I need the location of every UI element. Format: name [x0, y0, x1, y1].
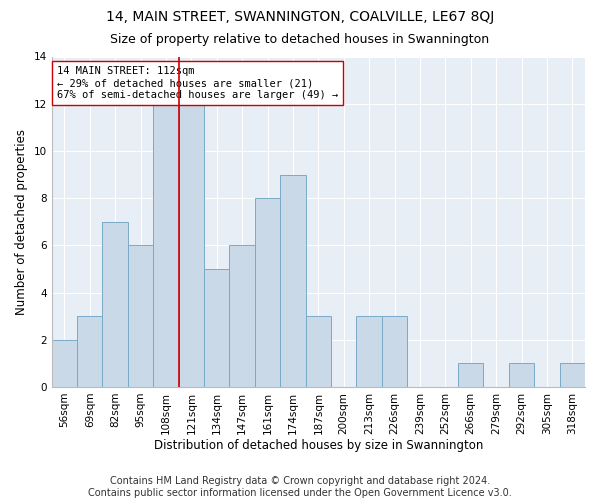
Text: 14 MAIN STREET: 112sqm
← 29% of detached houses are smaller (21)
67% of semi-det: 14 MAIN STREET: 112sqm ← 29% of detached…	[57, 66, 338, 100]
Text: Size of property relative to detached houses in Swannington: Size of property relative to detached ho…	[110, 32, 490, 46]
Bar	[77, 316, 103, 387]
Text: Contains HM Land Registry data © Crown copyright and database right 2024.
Contai: Contains HM Land Registry data © Crown c…	[88, 476, 512, 498]
Bar	[229, 246, 255, 387]
Bar	[255, 198, 280, 387]
Text: 14, MAIN STREET, SWANNINGTON, COALVILLE, LE67 8QJ: 14, MAIN STREET, SWANNINGTON, COALVILLE,…	[106, 10, 494, 24]
Y-axis label: Number of detached properties: Number of detached properties	[15, 128, 28, 314]
Bar	[103, 222, 128, 387]
Bar	[204, 269, 229, 387]
Bar	[356, 316, 382, 387]
Bar	[52, 340, 77, 387]
Bar	[560, 364, 585, 387]
X-axis label: Distribution of detached houses by size in Swannington: Distribution of detached houses by size …	[154, 440, 483, 452]
Bar	[458, 364, 484, 387]
Bar	[153, 104, 179, 387]
Bar	[305, 316, 331, 387]
Bar	[509, 364, 534, 387]
Bar	[128, 246, 153, 387]
Bar	[382, 316, 407, 387]
Bar	[179, 104, 204, 387]
Bar	[280, 174, 305, 387]
